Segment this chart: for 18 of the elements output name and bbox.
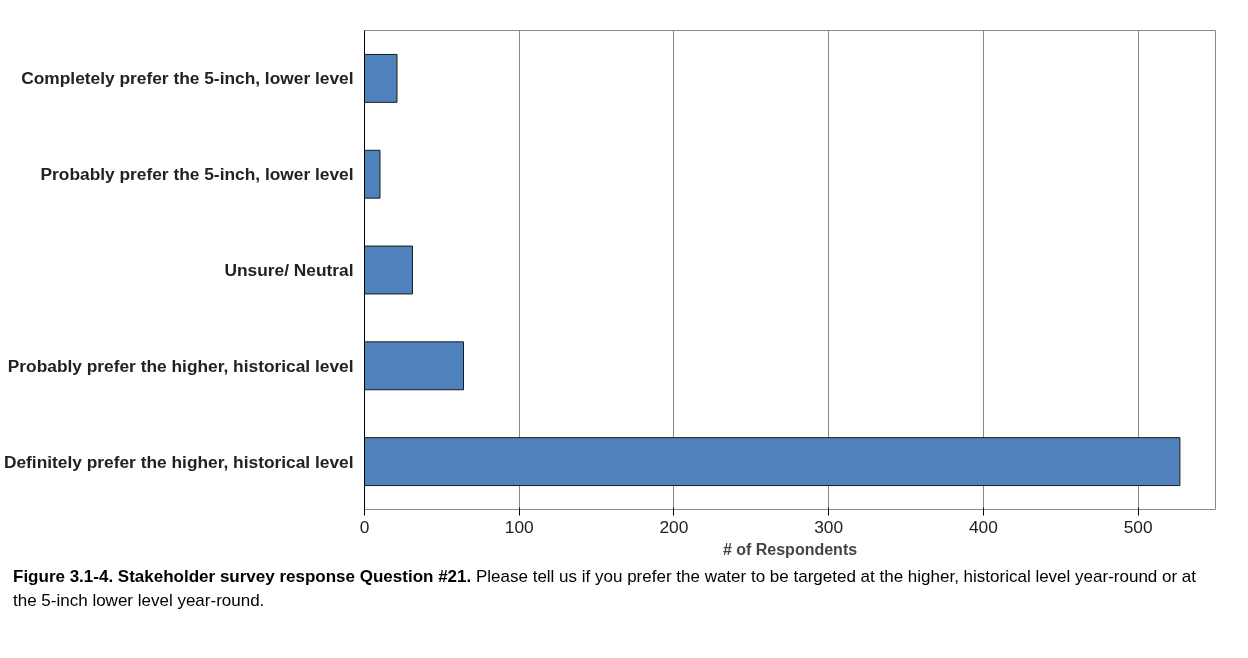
- y-tick-label: Probably prefer the higher, historical level: [7, 355, 354, 376]
- bar: [364, 245, 413, 295]
- bar: [364, 437, 1181, 487]
- x-tick-label: 300: [814, 516, 844, 537]
- caption: Figure 3.1-4. Stakeholder survey response Question #21.: [13, 567, 472, 586]
- x-tick-label: 500: [1123, 516, 1153, 537]
- bar: [364, 149, 381, 199]
- y-tick-label: Definitely prefer the higher, historical level: [3, 451, 354, 472]
- y-tick-label: Completely prefer the 5-inch, lower level: [21, 68, 354, 89]
- x-tick-label: 200: [659, 516, 689, 537]
- x-tick-label: 0: [359, 516, 370, 537]
- y-tick-label: Probably prefer the 5-inch, lower level: [40, 164, 354, 185]
- x-tick-label: 100: [504, 516, 534, 537]
- x-tick-label: 400: [968, 516, 998, 537]
- x-axis-title: # of Respondents: [722, 540, 858, 558]
- bar: [364, 341, 465, 391]
- y-tick-label: Unsure/ Neutral: [224, 260, 354, 280]
- bar: [364, 53, 398, 103]
